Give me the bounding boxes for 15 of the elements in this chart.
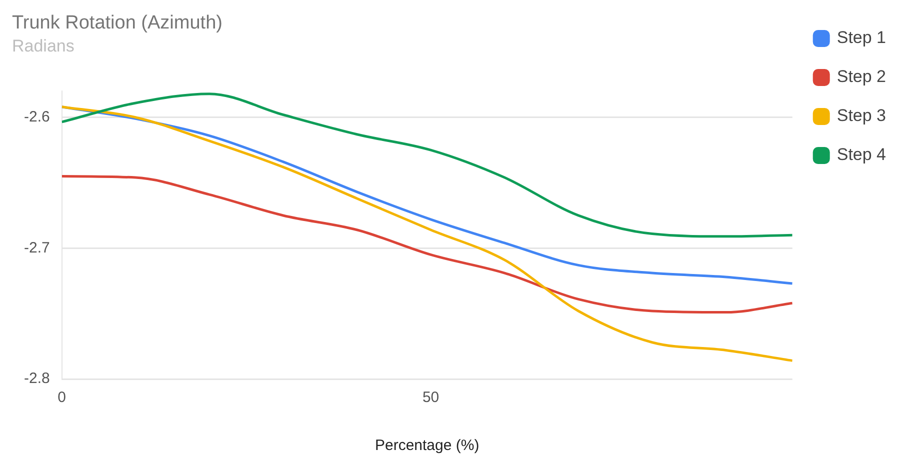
- legend-label: Step 1: [836, 28, 886, 48]
- x-tick-label: 50: [422, 389, 440, 406]
- x-axis-title: Percentage (%): [374, 437, 480, 454]
- legend-label: Step 2: [836, 67, 886, 86]
- y-tick-label: -2.6: [24, 108, 50, 126]
- chart-subtitle: Radians: [12, 36, 74, 56]
- y-tick-label: -2.8: [24, 370, 50, 388]
- line-series: [62, 92, 792, 238]
- line-series: [62, 174, 792, 314]
- chart-title: Trunk Rotation (Azimuth): [12, 12, 222, 34]
- x-tick-label: 0: [58, 389, 66, 406]
- line-series: [62, 106, 792, 362]
- y-tick-label: -2.7: [24, 239, 50, 256]
- legend-label: Step 3: [836, 106, 886, 126]
- legend-label: Step 4: [836, 145, 886, 164]
